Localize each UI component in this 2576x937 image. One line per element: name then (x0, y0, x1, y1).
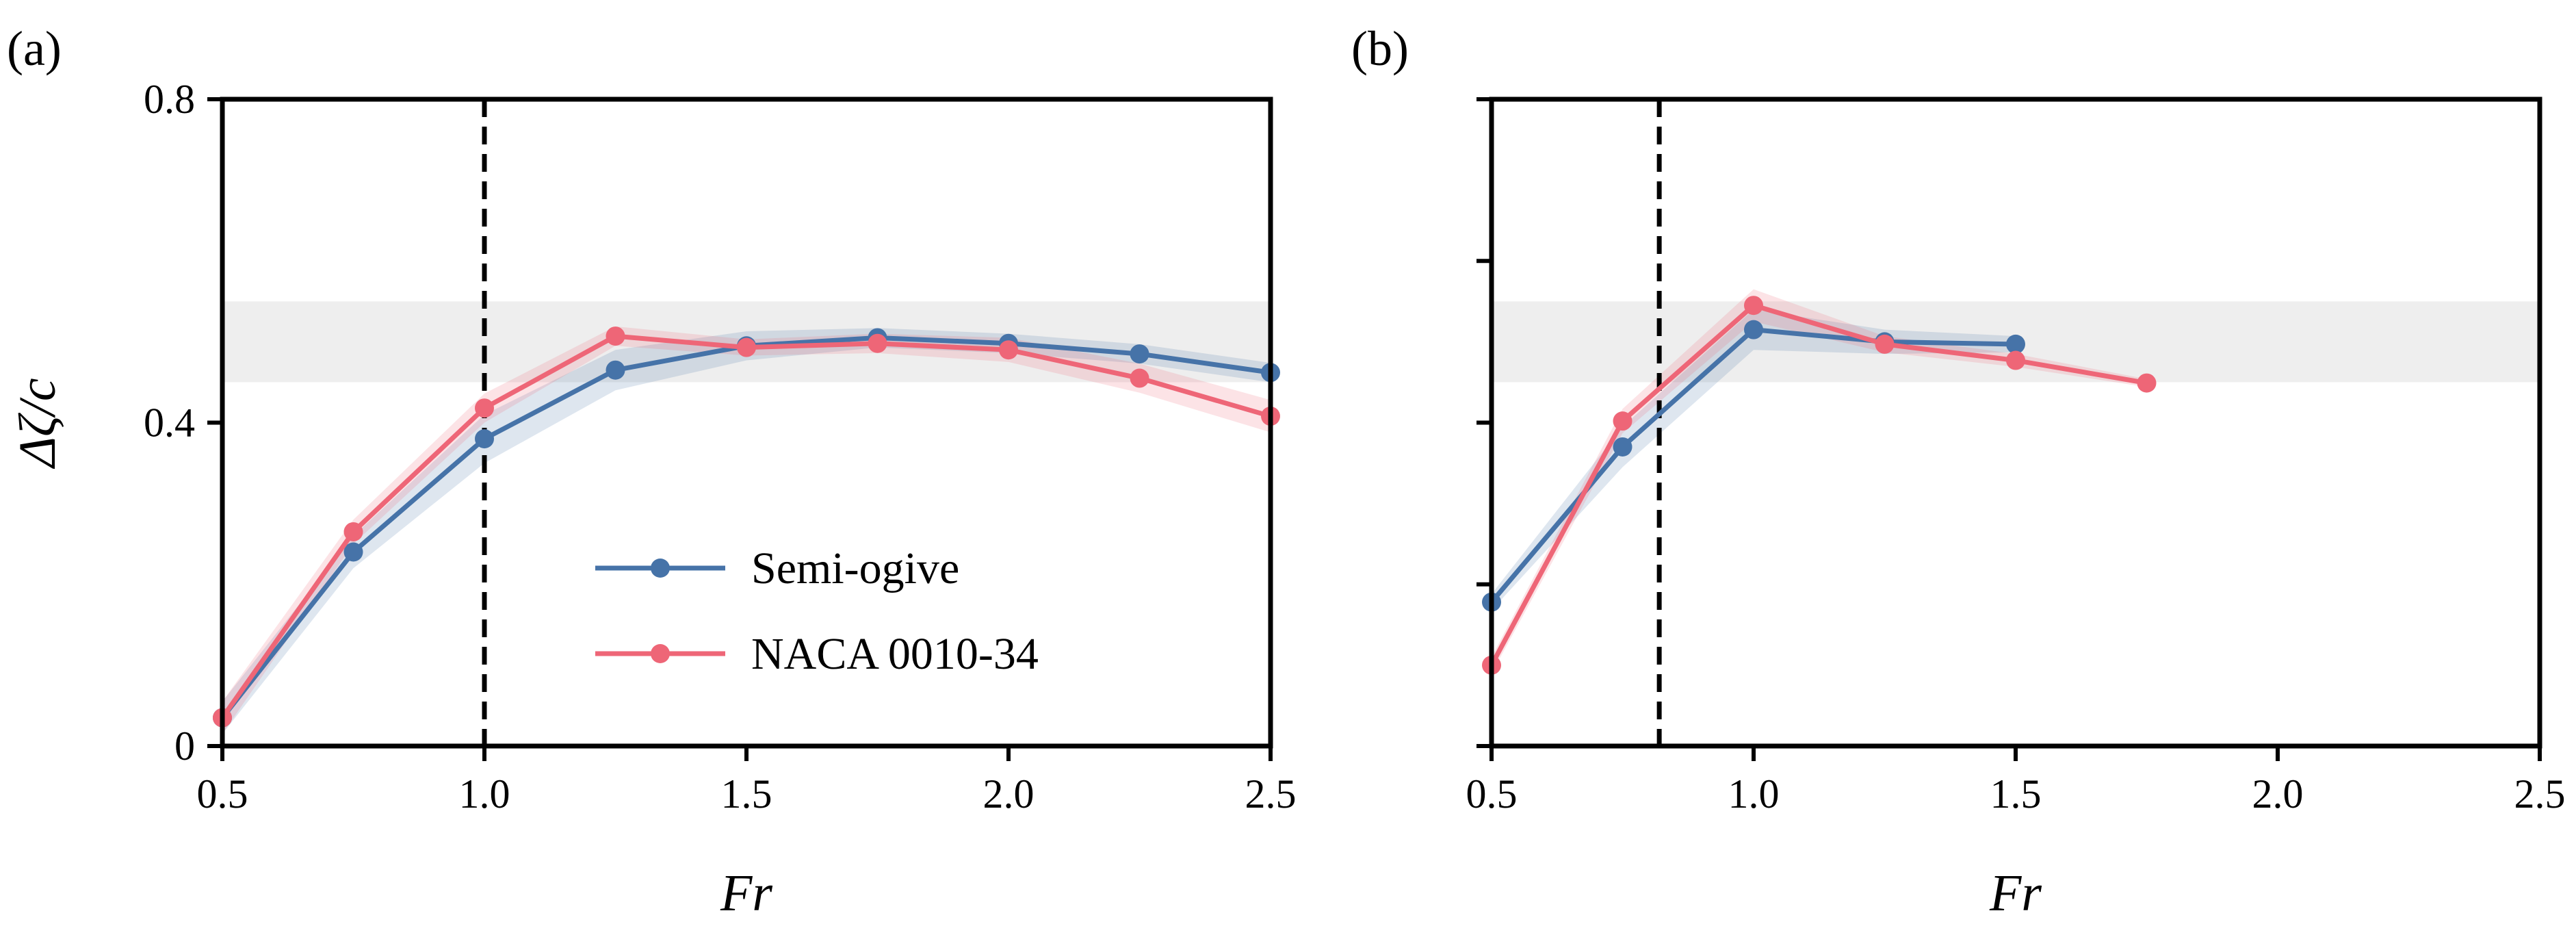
data-point-semi-ogive (606, 360, 625, 380)
data-point-naca (737, 337, 756, 357)
series-line-naca (1489, 303, 2148, 667)
plot-frame (1489, 97, 2542, 749)
data-point-naca (1130, 368, 1149, 388)
y-tick-label: 0.8 (144, 77, 195, 122)
data-point-semi-ogive (1613, 437, 1632, 457)
data-point-semi-ogive (1744, 320, 1763, 339)
y-tick-label: 0.4 (144, 400, 195, 446)
data-point-naca (1613, 411, 1632, 431)
y-tick-label: 0 (174, 723, 195, 769)
legend-label-semi-ogive: Semi-ogive (751, 543, 959, 593)
panel-a-y-axis-title: Δζ/c (9, 378, 66, 469)
x-tick-label: 1.0 (459, 771, 510, 817)
uncertainty-band-semi-ogive (1492, 309, 2016, 611)
panel-a: 0.5 1.0 1.5 2.0 2.5 0 0.4 0.8 (a) Fr Δζ/c Semi-… (7, 21, 1297, 922)
panel-b-ticks: 0.5 1.0 1.5 2.0 2.5 (1466, 97, 2566, 817)
legend: Semi-ogive NACA 0010-34 (595, 543, 1039, 679)
data-point-naca (343, 522, 363, 541)
x-tick-label: 2.0 (983, 771, 1035, 817)
panel-a-ticks: 0.5 1.0 1.5 2.0 2.5 0 0.4 0.8 (144, 77, 1297, 817)
legend-marker-naca (651, 644, 670, 663)
data-point-naca (999, 340, 1018, 360)
x-tick-label: 2.5 (1245, 771, 1297, 817)
panel-b-label: (b) (1351, 21, 1409, 76)
panel-b-x-axis-title: Fr (1989, 864, 2042, 922)
data-point-naca (1875, 334, 1895, 354)
data-point-naca (475, 398, 494, 418)
panel-a-label: (a) (7, 21, 62, 76)
x-tick-label: 0.5 (1466, 771, 1518, 817)
data-point-naca (2006, 350, 2025, 370)
panel-b: 0.5 1.0 1.5 2.0 2.5 (b) Fr (1351, 21, 2566, 922)
data-point-naca (2137, 373, 2157, 393)
data-point-semi-ogive (475, 429, 494, 449)
x-tick-label: 1.5 (721, 771, 772, 817)
panel-b-uncertainty-bands (1492, 289, 2147, 673)
x-tick-label: 0.5 (197, 771, 248, 817)
panel-a-x-axis-title: Fr (720, 864, 772, 922)
data-point-naca (1744, 296, 1763, 316)
x-tick-label: 2.0 (2252, 771, 2304, 817)
x-tick-label: 2.5 (2514, 771, 2566, 817)
data-point-naca (868, 333, 887, 353)
x-tick-label: 1.5 (1990, 771, 2042, 817)
uncertainty-band-naca (1492, 289, 2147, 673)
series-line-semi-ogive (220, 335, 1271, 719)
data-point-semi-ogive (1130, 344, 1149, 364)
x-tick-label: 1.0 (1728, 771, 1780, 817)
data-point-semi-ogive (343, 542, 363, 562)
panel-a-series-lines (213, 99, 1280, 746)
plot-frame (220, 97, 1273, 749)
data-point-semi-ogive (2006, 334, 2025, 354)
panel-b-series-lines (1482, 99, 2157, 746)
legend-marker-semi-ogive (651, 559, 670, 578)
data-point-naca (606, 326, 625, 346)
legend-label-naca: NACA 0010-34 (751, 629, 1039, 679)
